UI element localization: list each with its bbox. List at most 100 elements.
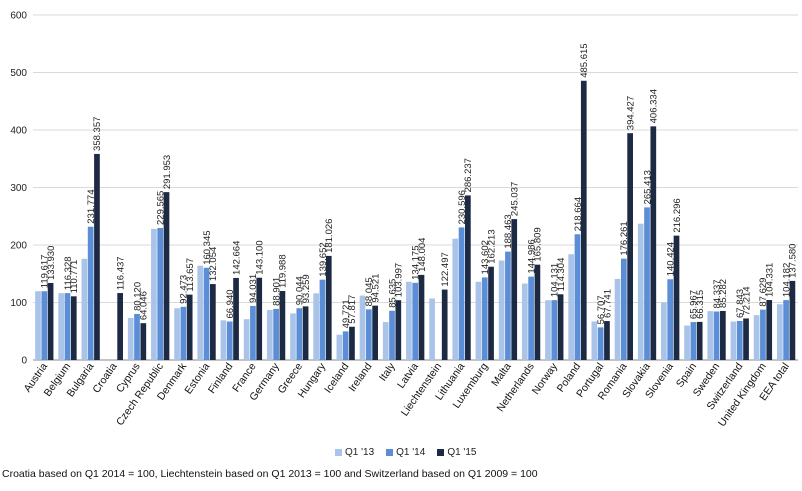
bar-2 xyxy=(70,296,77,360)
bar-2 xyxy=(325,255,332,360)
bar-1 xyxy=(365,309,372,360)
bar-2 xyxy=(650,126,657,361)
bar-1 xyxy=(713,311,720,360)
bar-2 xyxy=(534,264,541,360)
bar-1 xyxy=(597,327,604,360)
data-label: 358.357 xyxy=(92,117,103,151)
bar-2 xyxy=(302,306,309,360)
bar-2 xyxy=(163,192,170,360)
bar-0 xyxy=(127,318,134,360)
data-label: 181.026 xyxy=(324,219,335,253)
data-label: 119.617 xyxy=(40,255,51,289)
data-label: 94.031 xyxy=(248,274,259,303)
bar-0 xyxy=(684,325,690,360)
data-label: 188.463 xyxy=(503,214,514,248)
bar-2 xyxy=(557,294,564,360)
data-label: 104.331 xyxy=(765,263,776,297)
x-tick-label: Italy xyxy=(377,360,398,383)
y-tick-label: 600 xyxy=(10,11,27,22)
bar-2 xyxy=(465,195,471,360)
bar-1 xyxy=(342,331,349,360)
bar-0 xyxy=(591,321,598,360)
bar-1 xyxy=(64,293,71,360)
bar-0 xyxy=(220,320,227,360)
bar-1 xyxy=(644,207,650,360)
data-label: 88.045 xyxy=(364,277,375,306)
bar-2 xyxy=(186,294,193,360)
bar-0 xyxy=(151,228,157,360)
bar-0 xyxy=(475,281,482,360)
legend-label-q14: Q1 '14 xyxy=(396,447,426,458)
bar-1 xyxy=(226,321,233,360)
bar-1 xyxy=(319,279,326,360)
bar-1 xyxy=(296,308,303,360)
bar-1 xyxy=(551,300,558,360)
data-label: 286.237 xyxy=(463,158,474,192)
bar-0 xyxy=(243,319,250,360)
bar-0 xyxy=(730,321,737,360)
bar-2 xyxy=(743,318,749,360)
data-label: 165.809 xyxy=(533,227,544,261)
bar-2 xyxy=(349,326,355,360)
legend-item-q15: Q1 '15 xyxy=(437,447,476,458)
data-label: 216.296 xyxy=(672,198,683,232)
bar-0 xyxy=(406,281,412,360)
data-label: 104.182 xyxy=(781,263,792,297)
legend-label-q15: Q1 '15 xyxy=(447,447,477,458)
bar-2 xyxy=(47,282,54,360)
data-label: 94.521 xyxy=(370,274,381,303)
bar-1 xyxy=(412,282,419,360)
bar-2 xyxy=(140,323,147,360)
bar-1 xyxy=(203,267,210,360)
bar-0 xyxy=(429,298,435,360)
legend-swatch-q14 xyxy=(386,449,394,456)
data-label: 148.004 xyxy=(417,238,428,272)
data-label: 265.413 xyxy=(642,170,653,204)
y-tick-label: 100 xyxy=(10,298,27,309)
data-label: 143.100 xyxy=(255,240,266,274)
data-label: 90.044 xyxy=(295,276,306,305)
data-label: 92.473 xyxy=(179,275,190,304)
data-label: 84.337 xyxy=(712,279,723,308)
bar-2 xyxy=(580,80,587,361)
bar-2 xyxy=(441,289,448,360)
data-label: 231.774 xyxy=(86,189,97,223)
bar-1 xyxy=(389,310,395,360)
legend-item-q13: Q1 '13 xyxy=(335,447,374,458)
bar-0 xyxy=(521,283,528,360)
bar-0 xyxy=(290,313,296,360)
bar-1 xyxy=(157,228,164,360)
bar-2 xyxy=(256,277,263,360)
data-label: 394.427 xyxy=(625,96,636,130)
data-label: 57.817 xyxy=(347,295,358,324)
bar-1 xyxy=(481,277,488,360)
bar-2 xyxy=(488,266,494,360)
bar-0 xyxy=(707,311,714,360)
data-label: 291.953 xyxy=(162,155,173,189)
bar-1 xyxy=(690,322,697,360)
bar-0 xyxy=(661,302,667,360)
bar-0 xyxy=(266,309,273,360)
data-label: 406.334 xyxy=(649,89,660,123)
data-label: 142.664 xyxy=(231,241,242,275)
bar-1 xyxy=(574,234,581,360)
bar-2 xyxy=(94,153,100,360)
data-label: 49.721 xyxy=(341,299,352,328)
bar-0 xyxy=(35,291,41,360)
bar-0 xyxy=(174,308,180,360)
data-label: 162.213 xyxy=(486,229,497,263)
data-label: 144.986 xyxy=(526,239,537,273)
bar-1 xyxy=(250,305,256,360)
bar-0 xyxy=(336,334,343,360)
data-label: 119.988 xyxy=(278,254,289,288)
data-label: 113.657 xyxy=(185,258,196,292)
data-label: 245.037 xyxy=(510,182,521,216)
bar-1 xyxy=(87,226,94,360)
data-label: 485.615 xyxy=(579,43,590,77)
data-label: 88.901 xyxy=(271,277,282,306)
bar-0 xyxy=(614,278,621,360)
data-label: 143.602 xyxy=(480,240,491,274)
bar-0 xyxy=(568,254,575,360)
data-label: 67.741 xyxy=(602,289,613,318)
data-label: 67.843 xyxy=(735,289,746,318)
